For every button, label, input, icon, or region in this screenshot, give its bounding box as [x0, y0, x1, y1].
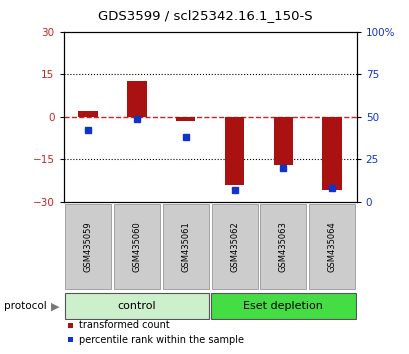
- Bar: [162, 205, 208, 289]
- Bar: [127, 81, 146, 117]
- Text: control: control: [117, 301, 156, 311]
- Text: GSM435062: GSM435062: [229, 222, 238, 272]
- Bar: [211, 205, 257, 289]
- Bar: [273, 117, 292, 165]
- Text: protocol: protocol: [4, 301, 47, 311]
- Text: GSM435060: GSM435060: [132, 222, 141, 272]
- Bar: [211, 293, 355, 319]
- Text: GSM435059: GSM435059: [83, 222, 92, 272]
- Text: GSM435061: GSM435061: [181, 222, 190, 272]
- Text: GDS3599 / scl25342.16.1_150-S: GDS3599 / scl25342.16.1_150-S: [97, 9, 312, 22]
- Bar: [322, 117, 341, 190]
- Bar: [224, 117, 244, 185]
- Bar: [308, 205, 354, 289]
- Text: GSM435063: GSM435063: [278, 222, 287, 272]
- Text: ▶: ▶: [51, 301, 59, 311]
- Text: Eset depletion: Eset depletion: [243, 301, 323, 311]
- Text: transformed count: transformed count: [79, 320, 169, 331]
- Bar: [260, 205, 306, 289]
- Bar: [175, 117, 195, 121]
- Bar: [78, 111, 97, 117]
- Text: percentile rank within the sample: percentile rank within the sample: [79, 335, 243, 345]
- Text: GSM435064: GSM435064: [327, 222, 336, 272]
- Bar: [114, 205, 160, 289]
- Bar: [64, 293, 209, 319]
- Bar: [65, 205, 111, 289]
